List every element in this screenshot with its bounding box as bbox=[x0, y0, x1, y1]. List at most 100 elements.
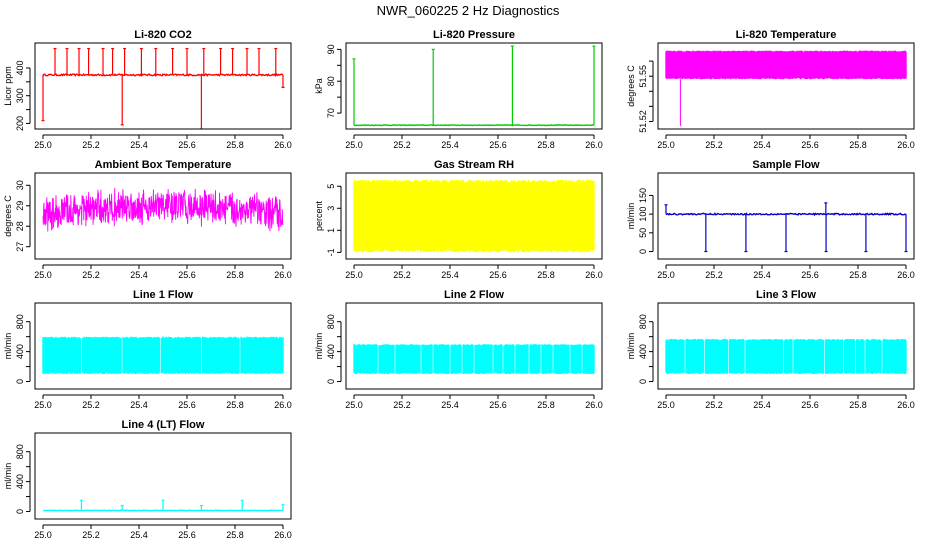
y-tick-label: 0 bbox=[15, 509, 25, 514]
x-tick-label: 25.6 bbox=[178, 530, 196, 540]
x-tick-label: 25.8 bbox=[226, 530, 244, 540]
chart-title: Gas Stream RH bbox=[434, 159, 514, 171]
x-tick-label: 26.0 bbox=[274, 270, 292, 280]
chart-line1: Line 1 Flow ml/min 25.0 25.2 25.4 25.6 25.8 26.… bbox=[3, 289, 292, 410]
data-layer bbox=[665, 338, 907, 374]
chart-line3: Line 3 Flow ml/min 25.0 25.2 25.4 25.6 25.8 26.… bbox=[626, 289, 915, 410]
plot-frame bbox=[657, 302, 915, 390]
x-tick-label: 25.0 bbox=[34, 530, 52, 540]
x-tick-label: 25.2 bbox=[82, 530, 100, 540]
figure-title: NWR_060225 2 Hz Diagnostics bbox=[377, 3, 560, 18]
y-tick-label: 3 bbox=[326, 206, 336, 211]
y-tick-label: -1 bbox=[326, 248, 336, 256]
series-line bbox=[665, 212, 907, 217]
y-tick-label: 27 bbox=[15, 242, 25, 252]
x-tick-label: 25.4 bbox=[130, 270, 148, 280]
x-tick-label: 25.2 bbox=[705, 400, 723, 410]
chart-title: Li-820 Pressure bbox=[433, 29, 515, 41]
data-layer bbox=[42, 187, 284, 232]
x-tick-label: 25.0 bbox=[657, 270, 675, 280]
y-axis-label: ml/min bbox=[3, 333, 13, 360]
x-tick-label: 25.4 bbox=[130, 530, 148, 540]
x-tick-label: 25.2 bbox=[393, 400, 411, 410]
y-tick-label: 300 bbox=[15, 88, 25, 103]
data-layer bbox=[42, 336, 284, 374]
chart-pressure: Li-820 Pressure kPa 25.0 25.2 25.4 25.6 25.8 26… bbox=[314, 29, 603, 150]
x-tick-label: 25.4 bbox=[130, 400, 148, 410]
x-tick-label: 25.4 bbox=[441, 400, 459, 410]
x-tick-label: 25.6 bbox=[178, 140, 196, 150]
chart-title: Line 3 Flow bbox=[756, 289, 816, 301]
chart-title: Li-820 Temperature bbox=[736, 29, 837, 41]
x-tick-label: 25.0 bbox=[345, 400, 363, 410]
y-tick-label: 70 bbox=[326, 108, 336, 118]
data-layer bbox=[665, 50, 907, 126]
plot-frame bbox=[34, 42, 292, 130]
x-tick-label: 25.0 bbox=[657, 140, 675, 150]
x-tick-label: 25.0 bbox=[34, 270, 52, 280]
x-tick-label: 25.6 bbox=[801, 270, 819, 280]
plot-frame bbox=[657, 172, 915, 260]
y-tick-label: 400 bbox=[638, 344, 648, 359]
x-tick-label: 25.8 bbox=[849, 400, 867, 410]
data-layer bbox=[353, 179, 595, 253]
y-axis-label: Licor ppm bbox=[3, 66, 13, 106]
y-axis-label: kPa bbox=[314, 78, 324, 94]
x-tick-label: 26.0 bbox=[897, 140, 915, 150]
y-axis-label: degrees C bbox=[3, 195, 13, 237]
y-axis-label: ml/min bbox=[3, 463, 13, 490]
y-tick-label: 400 bbox=[15, 344, 25, 359]
y-axis-label: percent bbox=[314, 200, 324, 231]
chart-line4: Line 4 (LT) Flow ml/min 25.0 25.2 25.4 25.6 25… bbox=[3, 419, 292, 540]
x-tick-label: 26.0 bbox=[897, 400, 915, 410]
y-axis-label: ml/min bbox=[314, 333, 324, 360]
plot-frame bbox=[345, 172, 603, 260]
y-tick-label: 800 bbox=[638, 314, 648, 329]
x-tick-label: 25.6 bbox=[801, 140, 819, 150]
x-tick-label: 25.2 bbox=[82, 270, 100, 280]
chart-title: Line 1 Flow bbox=[133, 289, 193, 301]
x-tick-label: 25.4 bbox=[753, 400, 771, 410]
x-tick-label: 25.2 bbox=[82, 400, 100, 410]
plot-frame bbox=[34, 302, 292, 390]
x-tick-label: 25.0 bbox=[34, 400, 52, 410]
plot-frame bbox=[657, 42, 915, 130]
plot-frame bbox=[345, 302, 603, 390]
chart-title: Line 2 Flow bbox=[444, 289, 504, 301]
x-tick-label: 25.0 bbox=[657, 400, 675, 410]
y-tick-label: 150 bbox=[638, 188, 648, 203]
y-axis-label: degrees C bbox=[626, 65, 636, 107]
y-tick-label: 51.55 bbox=[638, 65, 648, 88]
series-band bbox=[353, 179, 595, 253]
chart-licor_temp: Li-820 Temperature degrees C 25.0 25.2 25.4 2… bbox=[626, 29, 915, 150]
x-tick-label: 25.2 bbox=[82, 140, 100, 150]
x-tick-label: 25.4 bbox=[753, 140, 771, 150]
series-band bbox=[665, 50, 907, 80]
y-tick-label: 800 bbox=[326, 314, 336, 329]
x-tick-label: 25.6 bbox=[489, 140, 507, 150]
x-tick-label: 25.8 bbox=[226, 400, 244, 410]
y-tick-label: 800 bbox=[15, 444, 25, 459]
x-tick-label: 25.8 bbox=[537, 400, 555, 410]
y-tick-label: 0 bbox=[638, 379, 648, 384]
y-tick-label: 100 bbox=[638, 207, 648, 222]
series-band bbox=[665, 338, 907, 374]
x-tick-label: 26.0 bbox=[274, 140, 292, 150]
x-tick-label: 25.6 bbox=[489, 400, 507, 410]
data-layer bbox=[41, 47, 285, 129]
x-tick-label: 26.0 bbox=[585, 400, 603, 410]
y-tick-label: 50 bbox=[638, 228, 648, 238]
x-tick-label: 26.0 bbox=[274, 530, 292, 540]
x-tick-label: 25.4 bbox=[753, 270, 771, 280]
x-tick-label: 25.2 bbox=[705, 140, 723, 150]
chart-co2: Li-820 CO2 Licor ppm 25.0 25.2 25.4 25.6 25.8 2… bbox=[3, 29, 292, 150]
x-tick-label: 25.6 bbox=[178, 400, 196, 410]
chart-title: Line 4 (LT) Flow bbox=[122, 419, 205, 431]
y-tick-label: 0 bbox=[326, 379, 336, 384]
chart-sample_flow: Sample Flow ml/min 25.0 25.2 25.4 25.6 25.8 26.… bbox=[626, 159, 915, 280]
y-tick-label: 0 bbox=[15, 379, 25, 384]
x-tick-label: 25.0 bbox=[345, 140, 363, 150]
y-tick-label: 800 bbox=[15, 314, 25, 329]
series-band bbox=[353, 344, 595, 374]
x-tick-label: 26.0 bbox=[897, 270, 915, 280]
